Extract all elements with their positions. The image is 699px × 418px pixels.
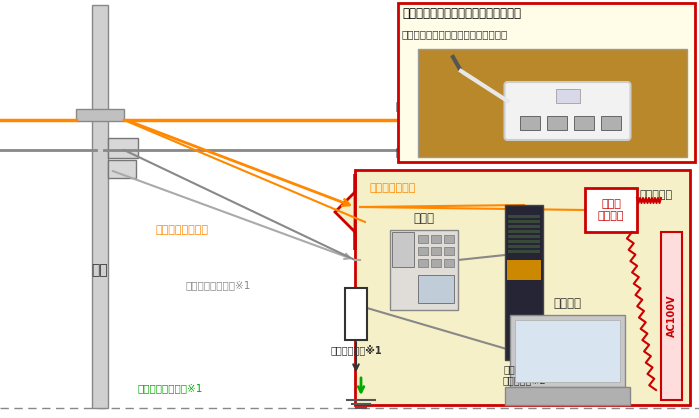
Bar xyxy=(418,275,454,303)
Bar xyxy=(507,260,541,280)
Bar xyxy=(508,220,540,223)
Bar xyxy=(519,116,540,130)
Bar xyxy=(345,288,367,340)
Bar xyxy=(510,315,625,387)
Bar xyxy=(600,116,621,130)
Bar xyxy=(444,235,454,243)
Bar xyxy=(505,205,543,360)
Bar xyxy=(508,240,540,243)
Bar xyxy=(508,230,540,233)
Bar xyxy=(508,225,540,228)
Bar xyxy=(431,235,441,243)
Text: 電話機: 電話機 xyxy=(414,212,435,225)
Text: 光ファイバ引込線: 光ファイバ引込線 xyxy=(155,225,208,235)
Bar xyxy=(547,116,566,130)
Text: AC100V: AC100V xyxy=(667,295,677,337)
Bar xyxy=(418,259,428,267)
Bar xyxy=(505,387,630,405)
Text: メタリック引込線※1: メタリック引込線※1 xyxy=(185,280,250,290)
Text: パソコン: パソコン xyxy=(554,297,582,310)
Bar xyxy=(508,215,540,218)
Bar xyxy=(76,109,124,121)
Text: 雷防護
アダプタ: 雷防護 アダプタ xyxy=(598,199,624,221)
Text: 電柱: 電柱 xyxy=(92,263,108,277)
Bar xyxy=(556,89,579,103)
Bar xyxy=(431,259,441,267)
Text: 『雷防護アダプタ』を取り付けます。: 『雷防護アダプタ』を取り付けます。 xyxy=(402,7,521,20)
Bar xyxy=(508,235,540,238)
Bar xyxy=(418,247,428,255)
Text: 「ひかり電話」
対応ルータ※2: 「ひかり電話」 対応ルータ※2 xyxy=(502,364,546,385)
Bar xyxy=(108,138,138,158)
Bar xyxy=(392,232,414,267)
Bar xyxy=(585,188,637,232)
Bar xyxy=(418,235,428,243)
Bar xyxy=(661,232,682,400)
Bar xyxy=(355,170,690,405)
Bar xyxy=(508,250,540,253)
Bar xyxy=(573,116,593,130)
Bar xyxy=(444,247,454,255)
Bar xyxy=(508,245,540,248)
FancyBboxPatch shape xyxy=(505,82,630,140)
Bar xyxy=(92,5,108,408)
Bar xyxy=(390,230,458,310)
Text: 加入者保安器※1: 加入者保安器※1 xyxy=(330,344,382,355)
Bar xyxy=(515,320,620,382)
Text: コンセント: コンセント xyxy=(640,190,673,200)
Polygon shape xyxy=(335,174,355,250)
Bar xyxy=(108,160,136,178)
Bar xyxy=(444,259,454,267)
Bar xyxy=(418,49,687,157)
Text: 光ファイバケーブル: 光ファイバケーブル xyxy=(395,102,454,112)
Text: 光ファイバ配線: 光ファイバ配線 xyxy=(370,183,417,193)
Text: アース（地気）線※1: アース（地気）線※1 xyxy=(138,383,203,393)
Text: （取り付け時に一瞬電源が切れます）: （取り付け時に一瞬電源が切れます） xyxy=(402,29,508,39)
Bar xyxy=(431,247,441,255)
Bar xyxy=(398,3,695,162)
Text: メタリックケーブル: メタリックケーブル xyxy=(395,148,454,158)
